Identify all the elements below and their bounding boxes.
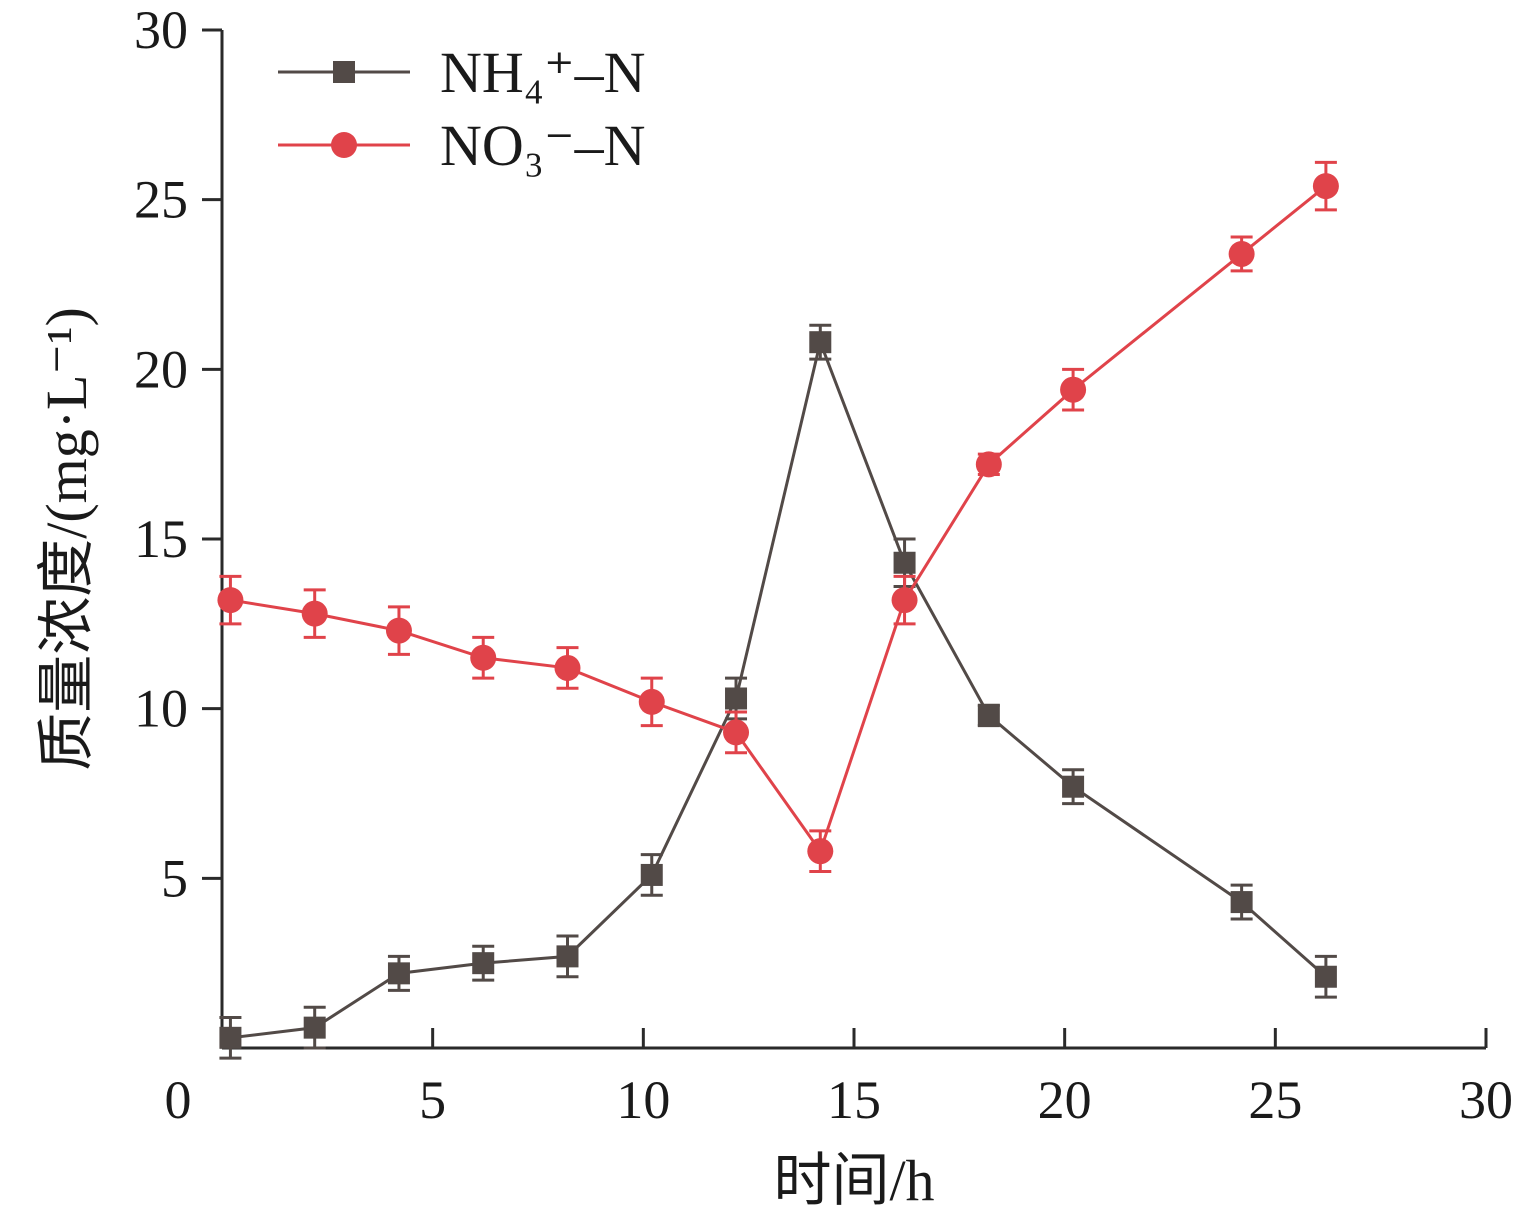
data-point: [975, 451, 1002, 478]
y-tick-label: 5: [161, 848, 188, 908]
y-tick-label: 25: [134, 170, 188, 230]
x-tick-label: 30: [1459, 1070, 1513, 1130]
data-point: [219, 1026, 242, 1049]
data-point: [1312, 173, 1339, 200]
data-point: [891, 587, 918, 614]
y-ticks: 5 10 15 20 25 30: [134, 0, 222, 908]
data-point: [893, 551, 916, 574]
series-layer: [217, 160, 1339, 1060]
data-point: [638, 688, 665, 715]
legend-marker: [333, 61, 355, 83]
data-point: [725, 687, 748, 710]
y-tick-label: 30: [134, 0, 188, 60]
data-point: [217, 587, 244, 614]
x-tick-label: 25: [1248, 1070, 1302, 1130]
data-point: [1060, 376, 1087, 403]
data-point: [723, 719, 750, 746]
legend-label: NO₃⁻–N: [440, 113, 646, 178]
series-nh4: [219, 323, 1337, 1060]
data-point: [809, 331, 832, 354]
data-point: [1062, 775, 1085, 798]
legend-marker: [331, 132, 357, 158]
legend-item-no3: NO₃⁻–N: [278, 113, 646, 178]
data-point: [977, 704, 1000, 727]
data-point: [470, 644, 497, 671]
data-point: [1230, 891, 1253, 914]
axes: 0 5 10 15 20 25 30 5 10 15 20 25 30: [134, 0, 1513, 1130]
data-point: [1228, 240, 1255, 267]
x-tick-label: 20: [1038, 1070, 1092, 1130]
data-point: [807, 838, 834, 865]
y-tick-label: 20: [134, 339, 188, 399]
y-tick-label: 10: [134, 679, 188, 739]
legend: NH₄⁺–N NO₃⁻–N: [278, 40, 646, 178]
x-tick-label: 0: [165, 1070, 192, 1130]
legend-item-nh4: NH₄⁺–N: [278, 40, 646, 105]
x-tick-label: 15: [827, 1070, 881, 1130]
data-point: [385, 617, 412, 644]
data-point: [303, 1016, 326, 1039]
data-point: [387, 962, 410, 985]
y-axis-label: 质量浓度/(mg·L⁻¹): [34, 307, 99, 771]
series-line: [230, 337, 1327, 1040]
x-ticks: 0 5 10 15 20 25 30: [165, 1028, 1513, 1130]
data-point: [556, 945, 579, 968]
legend-label: NH₄⁺–N: [440, 40, 646, 105]
data-point: [301, 600, 328, 627]
y-tick-label: 15: [134, 509, 188, 569]
x-tick-label: 5: [419, 1070, 446, 1130]
x-tick-label: 10: [616, 1070, 670, 1130]
data-point: [1314, 965, 1337, 988]
x-axis-label: 时间/h: [773, 1148, 934, 1213]
data-point: [640, 863, 663, 886]
series-no3: [217, 160, 1339, 874]
data-point: [472, 952, 495, 975]
data-point: [554, 654, 581, 681]
